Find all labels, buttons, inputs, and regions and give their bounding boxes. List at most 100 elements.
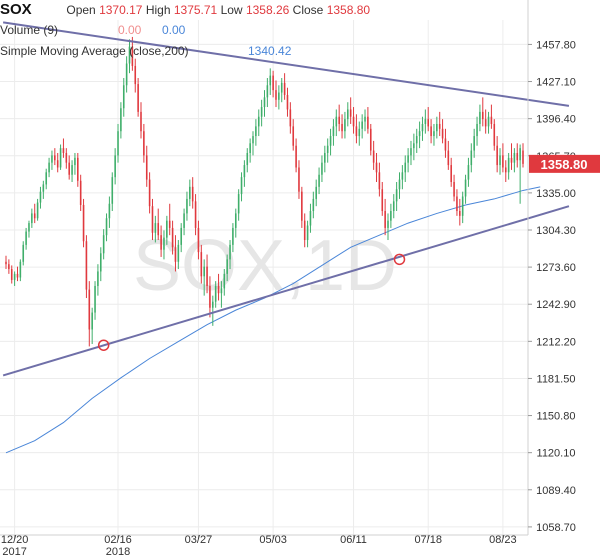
trendline-layer[interactable] [2,21,570,377]
candle-up [105,218,108,236]
trendline-upper[interactable] [2,21,570,107]
candle-up [229,244,231,260]
candle-down [456,196,458,212]
candle-up [234,213,237,228]
time-tick-label: 05/03 [259,534,287,546]
low-value: 1358.26 [245,3,290,17]
candle-down [298,167,300,192]
candle-up [128,46,131,64]
volume-legend[interactable]: Volume (9) 0.00 0.00 [0,23,185,37]
candle-down [206,266,208,286]
candle-up [415,136,418,144]
price-tick-label: 1304.30 [536,225,576,237]
candle-up [243,165,246,178]
candles-layer [5,36,524,347]
candle-down [378,172,381,190]
candle-up [74,157,76,166]
sma-label: Simple Moving Average (close,200) [0,44,189,58]
candle-down [197,227,200,253]
candle-up [464,179,467,197]
candle-down [79,180,82,205]
candle-up [401,172,404,180]
candle-up [519,148,521,161]
candle-down [450,165,452,182]
candle-down [502,155,504,168]
candle-up [108,203,111,219]
candle-up [309,211,312,226]
candle-down [430,126,432,137]
candle-up [513,152,516,163]
time-tick-year-label: 2017 [2,546,26,558]
candle-up [479,111,481,124]
candle-down [441,128,444,139]
time-tick-label: 12/20 [1,534,29,546]
open-label: Open [66,3,96,17]
candle-up [13,273,16,280]
candle-down [145,155,148,180]
candle-down [292,126,295,146]
candle-down [8,264,10,270]
sma-legend[interactable]: Simple Moving Average (close,200) 1340.4… [0,44,291,58]
symbol-label[interactable]: SOX [0,1,32,18]
candle-up [45,172,48,185]
candle-up [122,85,125,109]
candle-up [22,244,25,262]
candle-up [111,177,114,204]
candle-down [375,162,378,173]
candle-down [355,126,358,137]
candle-up [404,162,407,173]
candle-up [125,63,128,86]
candle-up [361,121,363,129]
candle-down [283,82,286,95]
candle-down [303,220,306,241]
candle-down [272,75,274,91]
candle-down [510,157,513,163]
sma-200-line [5,186,541,454]
trendline-lower[interactable] [2,205,570,377]
candle-down [85,241,88,290]
candle-up [407,155,409,163]
candle-down [191,186,194,202]
candle-down [134,65,137,85]
candle-down [516,152,519,161]
candle-up [326,145,329,153]
candle-up [346,109,349,120]
candle-up [99,253,102,272]
candle-up [392,201,395,212]
candle-down [168,220,171,228]
candle-down [65,152,68,163]
price-tick-label: 1396.40 [536,114,576,126]
candle-down [338,116,340,124]
candle-down [301,191,303,221]
candle-down [438,123,441,129]
candle-up [117,131,119,156]
candle-up [332,126,335,137]
candle-down [160,235,162,250]
candle-up [19,261,22,278]
candle-up [59,148,62,168]
candle-up [246,152,249,166]
candle-up [223,273,226,289]
candle-down [194,201,197,228]
candle-down [381,189,384,212]
candle-down [143,131,145,156]
candle-up [260,107,263,117]
candle-up [461,196,464,216]
candle-up [237,194,240,214]
candle-up [507,157,510,173]
candle-up [312,198,315,212]
candle-up [91,312,93,330]
candle-down [522,150,524,164]
touch-point-marker[interactable] [97,339,110,351]
candle-up [476,123,478,137]
candle-down [174,247,177,262]
candle-down [289,109,292,127]
touch-point-marker[interactable] [393,253,406,266]
price-tick-label: 1181.50 [537,373,576,385]
candle-down [33,213,36,219]
candle-down [77,157,79,181]
price-axis[interactable]: 1457.801427.101396.401365.701335.001304.… [527,0,576,535]
price-tick-label: 1150.80 [537,411,576,423]
